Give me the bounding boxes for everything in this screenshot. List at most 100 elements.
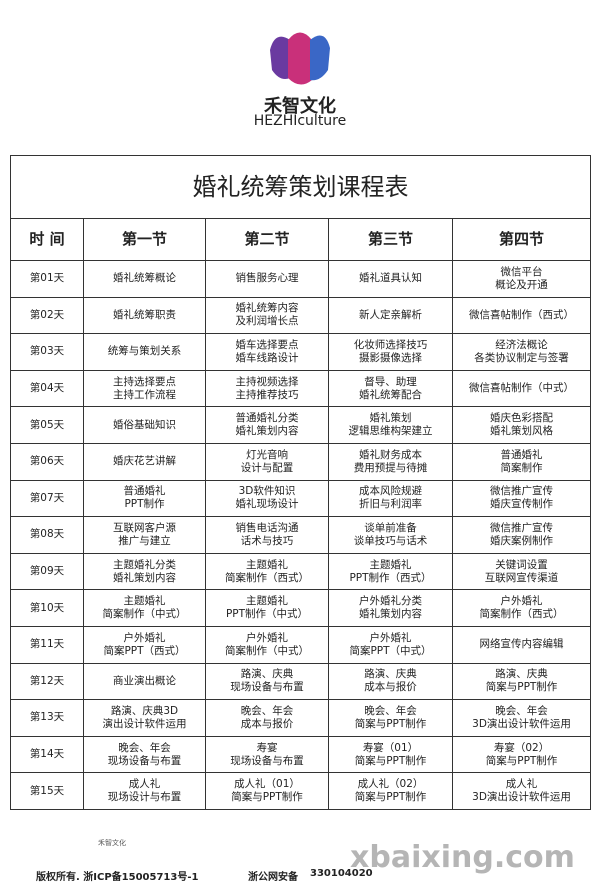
lesson-cell: 成人礼 现场设计与布置 (83, 772, 206, 810)
lesson-cell: 寿宴（01） 简案与PPT制作 (328, 735, 453, 774)
logo (270, 32, 330, 85)
lesson-cell: 婚礼统筹概论 (83, 260, 206, 298)
lesson-cell: 商业演出概论 (83, 662, 206, 701)
brand-english: HEZHIculture (253, 113, 347, 129)
lesson-cell: 成人礼（02） 简案与PPT制作 (328, 772, 453, 810)
table-title: 婚礼统筹策划课程表 (9, 155, 592, 219)
lesson-cell: 网络宣传内容编辑 (451, 625, 592, 664)
lesson-cell: 微信推广宣传 婚庆宣传制作 (451, 479, 592, 518)
lesson-cell: 婚俗基础知识 (83, 406, 206, 444)
table-row: 第09天 主题婚礼分类 婚礼策划内容 主题婚礼 简案制作（西式） 主题婚礼 PPT制作… (10, 552, 592, 591)
table-row: 第03天 统筹与策划关系 婚车选择要点 婚车线路设计 化妆师选择技巧 摄影摄像选择 经济… (10, 333, 592, 371)
table-row: 第08天 互联网客户源 推广与建立 销售电话沟通 话术与技巧 谈单前准备 谈单技巧与话… (10, 516, 592, 554)
lesson-cell: 寿宴 现场设备与布置 (205, 735, 329, 774)
lesson-cell: 主题婚礼分类 婚礼策划内容 (83, 552, 206, 591)
lesson-cell: 成人礼（01） 简案与PPT制作 (205, 772, 329, 810)
footer-brand: 禾智文化 (98, 839, 126, 847)
lesson-cell: 路演、庆典 简案与PPT制作 (451, 662, 592, 701)
lesson-cell: 普通婚礼分类 婚礼策划内容 (205, 406, 329, 444)
lesson-cell: 户外婚礼分类 婚礼策划内容 (328, 589, 453, 627)
table-row: 第06天 婚庆花艺讲解 灯光音响 设计与配置 婚礼财务成本 费用预提与待摊 普通婚礼 简… (10, 442, 592, 481)
lesson-cell: 统筹与策划关系 (83, 333, 206, 371)
lesson-cell: 销售电话沟通 话术与技巧 (205, 516, 329, 554)
lesson-cell: 户外婚礼 简案PPT（西式） (83, 625, 206, 664)
day-cell: 第13天 (10, 699, 84, 737)
day-cell: 第11天 (10, 625, 84, 664)
table-row: 第11天 户外婚礼 简案PPT（西式） 户外婚礼 简案制作（中式） 户外婚礼 简案PP… (10, 625, 592, 664)
day-cell: 第15天 (10, 772, 84, 810)
lesson-cell: 路演、庆典 现场设备与布置 (205, 662, 329, 701)
lesson-cell: 户外婚礼 简案制作（西式） (451, 589, 592, 627)
watermark: xbaixing.com (350, 840, 575, 875)
column-header: 第一节 (83, 218, 206, 261)
day-cell: 第12天 (10, 662, 84, 701)
lesson-cell: 寿宴（02） 简案与PPT制作 (451, 735, 592, 774)
lesson-cell: 婚礼统筹内容 及利润增长点 (205, 296, 329, 335)
column-header: 第三节 (328, 218, 453, 261)
lesson-cell: 晚会、年会 简案与PPT制作 (328, 699, 453, 737)
column-header: 第二节 (205, 218, 329, 261)
lesson-cell: 关键词设置 互联网宣传渠道 (451, 552, 592, 591)
lesson-cell: 微信推广宣传 婚庆案例制作 (451, 516, 592, 554)
day-cell: 第03天 (10, 333, 84, 371)
table-row: 第07天 普通婚礼 PPT制作 3D软件知识 婚礼现场设计 成本风险规避 折旧与利润率… (10, 479, 592, 518)
table-row: 第01天 婚礼统筹概论 销售服务心理 婚礼道具认知 微信平台 概论及开通 (10, 260, 592, 298)
lesson-cell: 灯光音响 设计与配置 (205, 442, 329, 481)
police-record: 浙公网安备 (248, 872, 298, 883)
lesson-cell: 晚会、年会 3D演出设计软件运用 (451, 699, 592, 737)
lesson-cell: 婚车选择要点 婚车线路设计 (205, 333, 329, 371)
table-row: 第15天 成人礼 现场设计与布置 成人礼（01） 简案与PPT制作 成人礼（02） 简… (10, 772, 592, 810)
day-cell: 第01天 (10, 260, 84, 298)
lesson-cell: 婚庆色彩搭配 婚礼策划风格 (451, 406, 592, 444)
table-row: 第02天 婚礼统筹职责 婚礼统筹内容 及利润增长点 新人定亲解析 微信喜帖制作（西式） (10, 296, 592, 335)
lesson-cell: 成人礼 3D演出设计软件运用 (451, 772, 592, 810)
day-cell: 第06天 (10, 442, 84, 481)
lesson-cell: 路演、庆典3D 演出设计软件运用 (83, 699, 206, 737)
lesson-cell: 谈单前准备 谈单技巧与话术 (328, 516, 453, 554)
lesson-cell: 3D软件知识 婚礼现场设计 (205, 479, 329, 518)
lesson-cell: 主持选择要点 主持工作流程 (83, 369, 206, 408)
lesson-cell: 晚会、年会 现场设备与布置 (83, 735, 206, 774)
day-cell: 第08天 (10, 516, 84, 554)
table-row: 第05天 婚俗基础知识 普通婚礼分类 婚礼策划内容 婚礼策划 逻辑思维构架建立 婚庆色彩… (10, 406, 592, 444)
lesson-cell: 婚礼策划 逻辑思维构架建立 (328, 406, 453, 444)
copyright: 版权所有. 浙ICP备15005713号-1 (36, 872, 199, 883)
lesson-cell: 销售服务心理 (205, 260, 329, 298)
lesson-cell: 婚礼统筹职责 (83, 296, 206, 335)
lesson-cell: 化妆师选择技巧 摄影摄像选择 (328, 333, 453, 371)
day-cell: 第10天 (10, 589, 84, 627)
lesson-cell: 路演、庆典 成本与报价 (328, 662, 453, 701)
lesson-cell: 户外婚礼 简案制作（中式） (205, 625, 329, 664)
table-row: 第14天 晚会、年会 现场设备与布置 寿宴 现场设备与布置 寿宴（01） 简案与PPT… (10, 735, 592, 774)
day-cell: 第02天 (10, 296, 84, 335)
column-header: 时 间 (10, 218, 84, 261)
lesson-cell: 主题婚礼 PPT制作（中式） (205, 589, 329, 627)
day-cell: 第14天 (10, 735, 84, 774)
table-row: 第12天 商业演出概论 路演、庆典 现场设备与布置 路演、庆典 成本与报价 路演、庆典 … (10, 662, 592, 701)
lesson-cell: 主题婚礼 PPT制作（西式） (328, 552, 453, 591)
lesson-cell: 婚庆花艺讲解 (83, 442, 206, 481)
lesson-cell: 主题婚礼 简案制作（中式） (83, 589, 206, 627)
lesson-cell: 成本风险规避 折旧与利润率 (328, 479, 453, 518)
lesson-cell: 普通婚礼 PPT制作 (83, 479, 206, 518)
table-row: 第13天 路演、庆典3D 演出设计软件运用 晚会、年会 成本与报价 晚会、年会 简案与… (10, 699, 592, 737)
table-row: 第04天 主持选择要点 主持工作流程 主持视频选择 主持推荐技巧 督导、助理 婚礼统筹… (10, 369, 592, 408)
lesson-cell: 微信喜帖制作（中式） (451, 369, 592, 408)
brand-name: 禾智文化 (264, 96, 336, 117)
lesson-cell: 督导、助理 婚礼统筹配合 (328, 369, 453, 408)
lesson-cell: 经济法概论 各类协议制定与签署 (451, 333, 592, 371)
lesson-cell: 主持视频选择 主持推荐技巧 (205, 369, 329, 408)
lesson-cell: 新人定亲解析 (328, 296, 453, 335)
day-cell: 第07天 (10, 479, 84, 518)
table-row: 第10天 主题婚礼 简案制作（中式） 主题婚礼 PPT制作（中式） 户外婚礼分类 婚礼… (10, 589, 592, 627)
lesson-cell: 互联网客户源 推广与建立 (83, 516, 206, 554)
day-cell: 第09天 (10, 552, 84, 591)
lesson-cell: 晚会、年会 成本与报价 (205, 699, 329, 737)
day-cell: 第05天 (10, 406, 84, 444)
police-number: 330104020 (310, 868, 373, 879)
lesson-cell: 婚礼道具认知 (328, 260, 453, 298)
lesson-cell: 户外婚礼 简案PPT（中式） (328, 625, 453, 664)
column-header: 第四节 (451, 218, 592, 261)
schedule-table: 婚礼统筹策划课程表 时 间第一节 第二节 第三节 第四节 第01天 婚礼统筹概论 销售服务… (9, 155, 592, 810)
